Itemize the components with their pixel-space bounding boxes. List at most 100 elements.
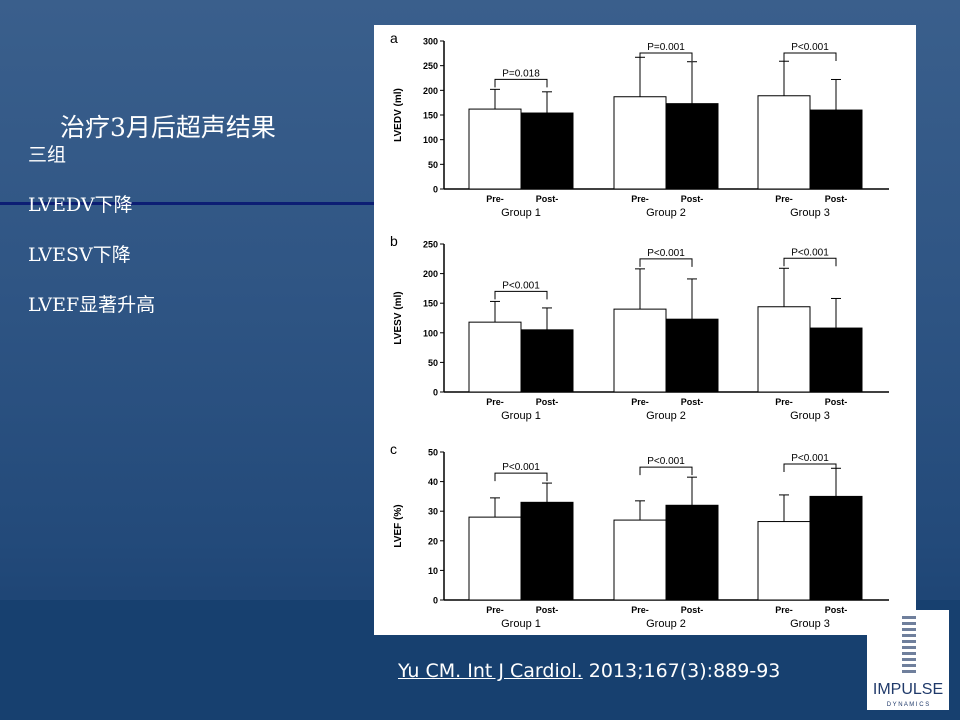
- panel-letter: a: [390, 30, 398, 46]
- bar-pre: [468, 516, 522, 601]
- significance-bracket: [639, 258, 693, 267]
- bar-post: [520, 112, 574, 190]
- title-accent-line: [0, 202, 380, 205]
- bar-label: Pre-: [486, 605, 504, 615]
- significance-bracket: [783, 52, 837, 61]
- bar-post: [665, 504, 719, 601]
- impulse-dynamics-logo: IMPULSE D Y N A M I C S: [867, 610, 949, 710]
- bar-post: [809, 109, 863, 190]
- y-tick-label: 50: [428, 358, 438, 368]
- bullet-item: LVEDV下降: [28, 194, 133, 216]
- bar-label: Pre-: [775, 605, 793, 615]
- bullet-item: 三组: [28, 144, 67, 166]
- significance-bracket: [494, 290, 548, 300]
- panel-letter: c: [390, 441, 397, 457]
- panel-letter: b: [390, 233, 398, 249]
- y-tick-label: 30: [428, 507, 438, 517]
- y-tick-label: 150: [423, 299, 438, 309]
- y-tick-label: 200: [423, 269, 438, 279]
- y-tick-label: 100: [423, 135, 438, 145]
- bar-label: Post-: [681, 397, 704, 407]
- y-tick-label: 250: [423, 240, 438, 250]
- significance-bracket: [783, 257, 837, 267]
- bar-label: Pre-: [486, 194, 504, 204]
- y-tick-label: 300: [423, 37, 438, 47]
- p-value-label: P<0.001: [791, 247, 829, 258]
- bullet-item: LVEF显著升高: [28, 294, 156, 316]
- group-label: Group 1: [501, 410, 541, 422]
- y-tick-label: 0: [433, 185, 438, 195]
- slide-title: 治疗3月后超声结果: [60, 113, 276, 142]
- bar-label: Pre-: [631, 605, 649, 615]
- bar-label: Post-: [536, 605, 559, 615]
- significance-bracket: [783, 463, 837, 472]
- group-label: Group 3: [790, 207, 830, 219]
- significance-bracket: [494, 472, 548, 482]
- bar-pre: [613, 519, 667, 601]
- p-value-label: P<0.001: [502, 462, 540, 473]
- y-axis-label: LVEDV (ml): [393, 88, 404, 142]
- citation-details: 2013;167(3):889-93: [582, 660, 781, 682]
- p-value-label: P=0.018: [502, 68, 540, 79]
- y-axis-label: LVESV (ml): [393, 291, 404, 344]
- bar-label: Post-: [536, 194, 559, 204]
- y-tick-label: 250: [423, 61, 438, 71]
- logo-subtext: D Y N A M I C S: [887, 702, 929, 708]
- logo-text: IMPULSE: [873, 681, 943, 698]
- y-tick-label: 20: [428, 536, 438, 546]
- bar-pre: [468, 321, 522, 393]
- citation: Yu CM. Int J Cardiol. 2013;167(3):889-93: [398, 660, 780, 682]
- y-tick-label: 50: [428, 160, 438, 170]
- group-label: Group 3: [790, 410, 830, 422]
- citation-link[interactable]: Yu CM. Int J Cardiol.: [398, 660, 583, 682]
- bar-post: [665, 318, 719, 393]
- bar-label: Pre-: [775, 397, 793, 407]
- y-tick-label: 40: [428, 477, 438, 487]
- bar-label: Post-: [681, 605, 704, 615]
- bar-label: Post-: [825, 605, 848, 615]
- bar-label: Post-: [536, 397, 559, 407]
- significance-bracket: [639, 52, 693, 61]
- bar-pre: [757, 521, 811, 601]
- y-tick-label: 0: [433, 596, 438, 606]
- bar-label: Pre-: [486, 397, 504, 407]
- y-tick-label: 10: [428, 566, 438, 576]
- y-tick-label: 50: [428, 448, 438, 458]
- bar-label: Pre-: [631, 194, 649, 204]
- bar-label: Post-: [825, 194, 848, 204]
- group-label: Group 2: [646, 618, 686, 630]
- bar-post: [809, 327, 863, 393]
- bar-pre: [613, 96, 667, 190]
- p-value-label: P<0.001: [647, 456, 685, 467]
- p-value-label: P<0.001: [647, 248, 685, 259]
- group-label: Group 1: [501, 618, 541, 630]
- bar-label: Pre-: [775, 194, 793, 204]
- bar-pre: [757, 306, 811, 393]
- y-tick-label: 200: [423, 86, 438, 96]
- bar-label: Post-: [825, 397, 848, 407]
- p-value-label: P<0.001: [502, 280, 540, 291]
- y-tick-label: 0: [433, 388, 438, 398]
- group-label: Group 1: [501, 207, 541, 219]
- y-axis-label: LVEF (%): [393, 504, 404, 547]
- y-tick-label: 100: [423, 328, 438, 338]
- significance-bracket: [494, 78, 548, 88]
- bar-post: [809, 495, 863, 601]
- bar-pre: [613, 308, 667, 393]
- p-value-label: P=0.001: [647, 42, 685, 53]
- bar-post: [520, 501, 574, 601]
- bar-pre: [468, 108, 522, 190]
- bar-post: [665, 103, 719, 190]
- y-tick-label: 150: [423, 111, 438, 121]
- group-label: Group 2: [646, 410, 686, 422]
- bar-pre: [757, 95, 811, 190]
- group-label: Group 2: [646, 207, 686, 219]
- bar-post: [520, 329, 574, 393]
- p-value-label: P<0.001: [791, 453, 829, 464]
- chart-panel: a LVEDV (ml) 0 50 100 150 200 250 300 Pre- Post- Gr…: [374, 25, 916, 635]
- group-label: Group 3: [790, 618, 830, 630]
- bar-label: Pre-: [631, 397, 649, 407]
- significance-bracket: [639, 466, 693, 476]
- bar-label: Post-: [681, 194, 704, 204]
